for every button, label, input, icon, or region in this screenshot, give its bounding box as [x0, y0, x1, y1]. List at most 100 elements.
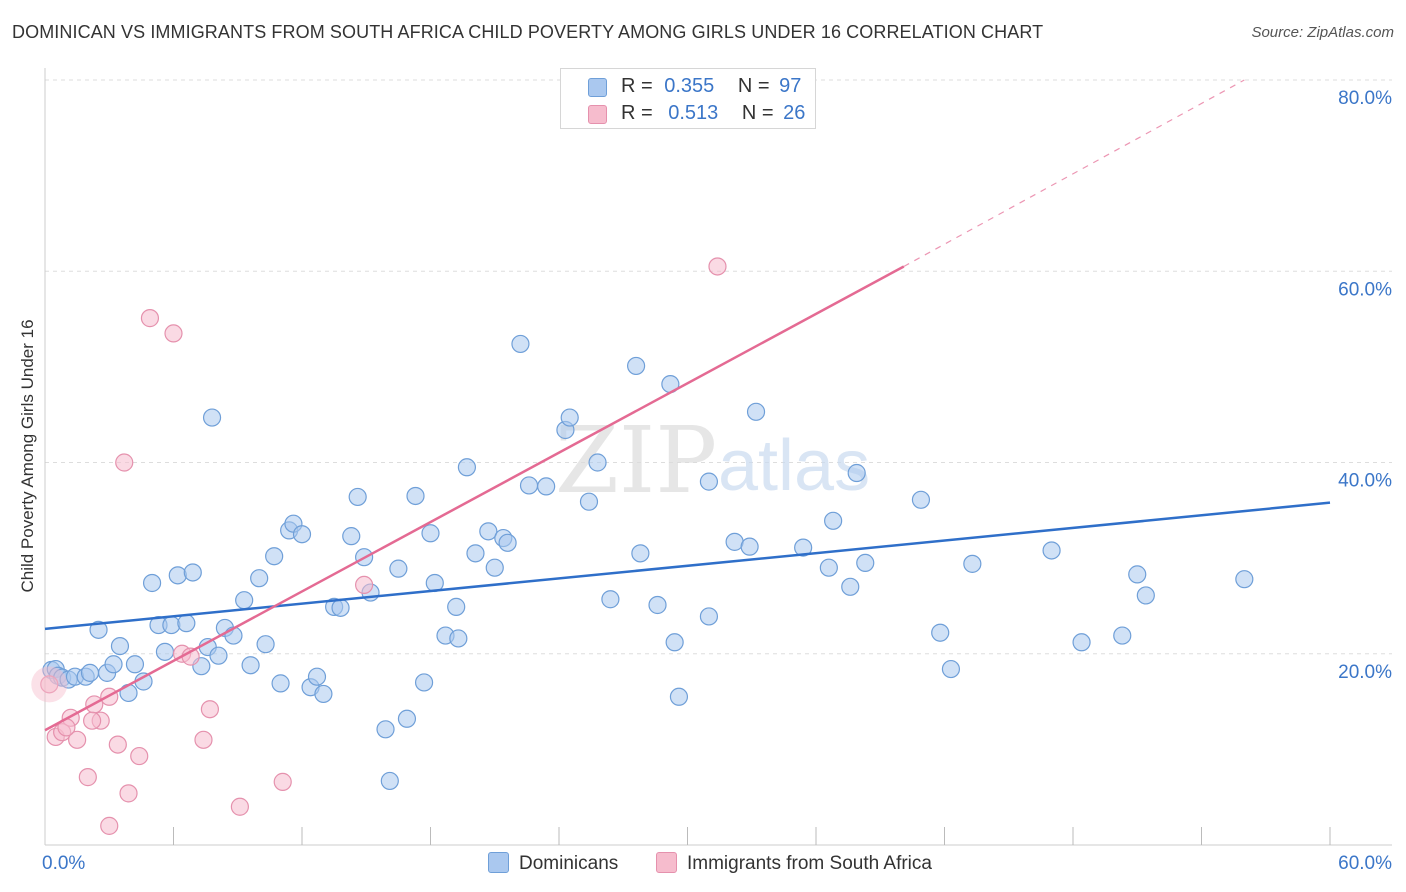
dominicans-point [740, 537, 759, 556]
dominicans-point [376, 720, 395, 739]
legend-item-south-africa[interactable]: Immigrants from South Africa [656, 852, 932, 875]
legend-item-dominicans[interactable]: Dominicans [488, 852, 618, 875]
dominicans-point [209, 646, 228, 665]
dominicans-trend-line [44, 501, 1331, 631]
dominicans-point [331, 598, 350, 617]
r-label: R = [621, 75, 653, 97]
dominicans-point [421, 524, 440, 543]
south-africa-point [40, 675, 59, 694]
south-africa-point [68, 730, 87, 749]
south-africa-trend-extension [903, 79, 1245, 267]
dominicans-point [314, 684, 333, 704]
dominicans-point [168, 566, 187, 585]
watermark-atlas: atlas [718, 426, 870, 506]
watermark-zip: ZIP [555, 407, 717, 514]
y-tick-labels: 20.0% 40.0% 60.0% 80.0% [1338, 88, 1392, 683]
dominicans-point [911, 490, 931, 509]
dominicans-point [235, 591, 254, 610]
y-tick-label: 20.0% [1338, 662, 1392, 683]
dominicans-point [241, 656, 260, 675]
legend-swatch-pink [656, 852, 677, 873]
y-tick-label: 60.0% [1338, 279, 1392, 300]
dominicans-point [746, 402, 766, 421]
dominicans-point [89, 620, 108, 639]
legend-swatch-blue [588, 78, 607, 97]
legend-label-dominicans: Dominicans [519, 853, 619, 874]
dominicans-point [485, 558, 504, 577]
dominicans-point [1042, 541, 1061, 560]
dominicans-point [183, 563, 202, 582]
dominicans-point [847, 463, 866, 483]
source-label: Source: ZipAtlas.com [1251, 24, 1394, 41]
dominicans-point [449, 629, 468, 648]
correlation-legend: R = 0.355 N = 97 R = 0.513 N = 26 [560, 68, 816, 129]
south-africa-point-large [31, 666, 68, 703]
dominicans-points [42, 334, 1254, 791]
chart-title: DOMINICAN VS IMMIGRANTS FROM SOUTH AFRIC… [12, 22, 1044, 42]
dominicans-point [794, 538, 813, 557]
south-africa-point [230, 797, 249, 816]
dominicans-point [1128, 565, 1147, 584]
dominicans-point [579, 492, 599, 511]
y-axis-label: Child Poverty Among Girls Under 16 [18, 319, 37, 593]
south-africa-trend-line [44, 265, 905, 732]
dominicans-point [1113, 626, 1132, 645]
south-africa-point [130, 746, 149, 766]
dominicans-point [498, 533, 517, 552]
south-africa-point [100, 816, 119, 835]
south-africa-point [200, 700, 220, 719]
south-africa-point [78, 768, 97, 787]
n-value: 97 [779, 75, 802, 97]
dominicans-point [511, 334, 530, 354]
x-ticks [173, 827, 1331, 845]
series-legend: Dominicans Immigrants from South Africa [0, 852, 1406, 878]
dominicans-point [202, 408, 222, 427]
legend-swatch-blue [488, 852, 509, 873]
south-africa-point [273, 772, 292, 791]
dominicans-point [348, 487, 367, 507]
south-africa-point [119, 784, 138, 803]
dominicans-point [669, 687, 689, 706]
dominicans-point [397, 709, 417, 728]
dominicans-point [648, 595, 667, 615]
dominicans-point [265, 547, 284, 566]
south-africa-point [355, 575, 374, 595]
dominicans-point [560, 408, 579, 427]
dominicans-point [250, 569, 269, 588]
dominicans-point [125, 655, 145, 674]
n-label: N = [741, 102, 774, 124]
dominicans-point [479, 522, 498, 541]
south-africa-point [708, 257, 727, 276]
y-tick-label: 40.0% [1338, 471, 1392, 492]
dominicans-point [155, 642, 175, 661]
dominicans-point [699, 472, 719, 491]
x-tick-label-max: 60.0% [1338, 853, 1392, 874]
dominicans-point [1235, 570, 1254, 589]
dominicans-point [110, 636, 130, 656]
dominicans-point [856, 553, 875, 573]
axes [44, 68, 1392, 846]
n-value: 26 [783, 102, 806, 124]
dominicans-point [941, 659, 961, 679]
dominicans-point [725, 532, 744, 551]
x-tick-label-min: 0.0% [42, 853, 85, 874]
legend-label-south-africa: Immigrants from South Africa [687, 853, 932, 874]
dominicans-point [588, 453, 607, 472]
r-value: 0.513 [668, 102, 719, 124]
south-africa-point [83, 711, 102, 730]
south-africa-point [164, 324, 183, 343]
dominicans-point [841, 577, 860, 596]
dominicans-point [342, 527, 361, 546]
dominicans-point [104, 655, 123, 674]
dominicans-point [537, 477, 556, 496]
dominicans-point [162, 615, 181, 635]
dominicans-point [631, 544, 650, 563]
trend-lines [44, 79, 1331, 732]
legend-swatch-pink [588, 105, 607, 124]
dominicans-point [963, 554, 982, 573]
south-africa-points [31, 257, 727, 835]
south-africa-point [115, 453, 134, 472]
dominicans-point [931, 623, 950, 642]
dominicans-point [380, 771, 399, 791]
